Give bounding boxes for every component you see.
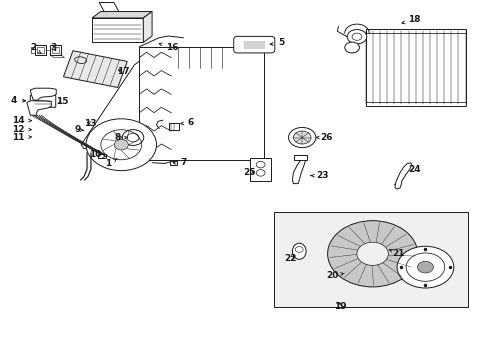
Polygon shape: [27, 101, 51, 115]
Text: 26: 26: [316, 133, 332, 142]
Text: 24: 24: [407, 165, 420, 174]
Text: 10: 10: [89, 150, 105, 159]
FancyBboxPatch shape: [233, 36, 274, 53]
Text: 23: 23: [310, 171, 328, 180]
Polygon shape: [292, 159, 305, 184]
Ellipse shape: [292, 243, 305, 259]
Text: 5: 5: [270, 38, 284, 47]
Circle shape: [396, 246, 453, 288]
Text: 22: 22: [284, 254, 297, 263]
Circle shape: [346, 30, 366, 44]
Circle shape: [327, 221, 417, 287]
Polygon shape: [169, 161, 177, 165]
Text: 25: 25: [243, 167, 255, 176]
Text: 6: 6: [181, 118, 193, 127]
Text: 4: 4: [10, 96, 25, 105]
Polygon shape: [30, 92, 56, 107]
Polygon shape: [250, 158, 270, 181]
Text: 13: 13: [84, 118, 97, 127]
Polygon shape: [98, 154, 105, 158]
Text: 17: 17: [117, 68, 129, 77]
Text: 21: 21: [388, 249, 404, 258]
Text: 19: 19: [333, 302, 346, 311]
Circle shape: [356, 242, 387, 265]
Circle shape: [86, 119, 156, 171]
Text: 14: 14: [12, 116, 31, 125]
Polygon shape: [394, 163, 411, 189]
Polygon shape: [63, 51, 127, 87]
Polygon shape: [143, 12, 152, 42]
Text: 16: 16: [159, 43, 178, 52]
Polygon shape: [92, 18, 143, 42]
Polygon shape: [294, 155, 306, 160]
Polygon shape: [168, 123, 179, 130]
Text: 7: 7: [173, 158, 186, 167]
Circle shape: [122, 130, 143, 145]
Text: 15: 15: [56, 97, 69, 106]
Text: 12: 12: [12, 125, 31, 134]
Circle shape: [417, 261, 432, 273]
Circle shape: [293, 131, 310, 144]
Polygon shape: [30, 88, 56, 100]
Text: 9: 9: [74, 125, 83, 134]
Text: 1: 1: [105, 159, 117, 168]
Circle shape: [288, 127, 315, 148]
Circle shape: [114, 140, 128, 150]
Polygon shape: [273, 212, 468, 307]
Text: 2: 2: [30, 43, 41, 54]
Text: 8: 8: [114, 133, 127, 142]
Circle shape: [344, 42, 359, 53]
Polygon shape: [35, 45, 46, 55]
Text: 20: 20: [325, 271, 344, 280]
Polygon shape: [50, 45, 61, 55]
Text: 3: 3: [51, 43, 57, 52]
Text: 18: 18: [401, 15, 420, 24]
Text: 11: 11: [12, 133, 31, 142]
Polygon shape: [365, 29, 465, 106]
Polygon shape: [92, 12, 152, 18]
